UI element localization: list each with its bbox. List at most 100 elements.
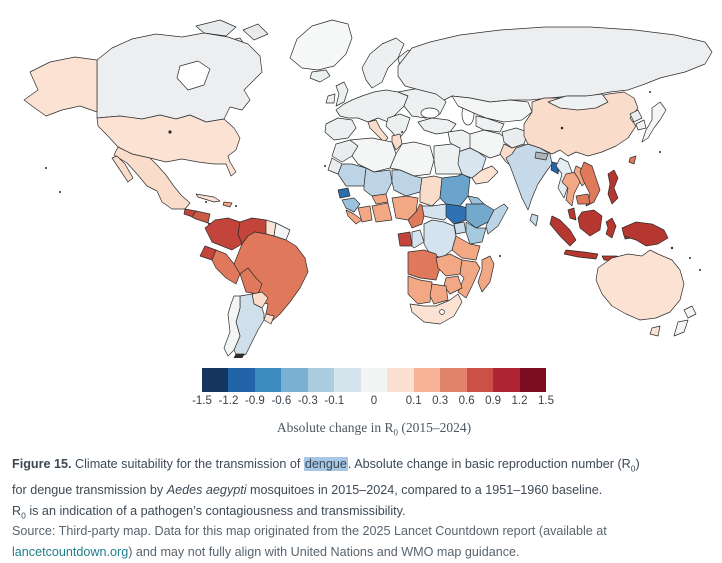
legend-tick: 0 <box>370 395 378 407</box>
tierra-del-fuego <box>233 353 245 358</box>
region-madagascar <box>477 255 495 293</box>
region-japan <box>641 101 667 143</box>
region-greenland <box>289 19 353 71</box>
legend-color-segment <box>334 368 361 392</box>
source-line-1: Source: Third-party map. Data for this m… <box>12 524 607 538</box>
species-name: Aedes aegypti <box>166 482 247 497</box>
region-botswana <box>429 283 449 305</box>
region-tasmania <box>649 325 661 337</box>
region-chad <box>419 175 443 207</box>
legend-tick: 0.6 <box>458 395 475 407</box>
region-new-zealand-south <box>673 319 689 337</box>
region-tunisia <box>391 133 403 151</box>
great-lakes <box>168 130 172 134</box>
region-iceland <box>309 69 331 83</box>
region-sierra-leone-liberia <box>345 209 363 225</box>
caption-text: R <box>12 503 22 518</box>
region-italy <box>367 119 389 143</box>
region-tanzania <box>451 235 481 261</box>
region-malay-peninsula <box>567 207 577 221</box>
legend-color-segment <box>387 368 414 392</box>
legend-tick: -1.5 <box>192 395 212 407</box>
region-cambodia <box>575 193 591 205</box>
region-chile <box>223 295 241 357</box>
region-colombia <box>204 217 243 251</box>
legend-color-segment <box>466 368 494 392</box>
region-ireland <box>325 93 336 104</box>
region-sudan <box>439 173 471 207</box>
region-cote-divoire <box>357 205 373 223</box>
legend-color-segment <box>307 368 335 392</box>
region-eritrea <box>467 195 485 205</box>
caption-text: for dengue transmission by <box>12 482 167 497</box>
region-honduras-nicaragua <box>191 210 211 224</box>
highlighted-term: dengue <box>303 457 348 471</box>
region-uruguay <box>263 313 275 325</box>
source-text: ) and may not fully align with United Na… <box>128 545 520 559</box>
legend-tick: 0.1 <box>405 395 422 407</box>
legend-tick: -0.6 <box>271 395 292 407</box>
source-note: Source: Third-party map. Data for this m… <box>12 521 714 563</box>
region-mongolia <box>547 93 609 111</box>
figure-caption: Figure 15. Climate suitability for the t… <box>12 454 714 526</box>
region-nepal <box>534 151 549 161</box>
legend-color-segment <box>254 368 282 392</box>
region-mozambique <box>457 259 481 299</box>
region-arctic-islands <box>195 19 237 37</box>
map-legend: -1.5 -1.2 -0.9 -0.6 -0.3 -0.1 0 0.1 0.3 0.6 0.9 1.2… <box>192 368 554 438</box>
region-angola <box>407 249 441 281</box>
region-iberia <box>324 117 357 141</box>
caption-text: mosquitoes in 2015–2024, compared to a 1… <box>246 482 603 497</box>
world-map <box>23 19 713 358</box>
region-bolivia <box>239 267 263 295</box>
caption-text: ) <box>635 457 640 471</box>
source-line-2: lancetcountdown.org) and may not fully a… <box>12 542 714 563</box>
region-alaska <box>23 56 98 117</box>
region-algeria <box>349 137 397 173</box>
lesotho <box>439 309 445 315</box>
caption-subscript: 0 <box>630 463 636 474</box>
region-sri-lanka <box>529 213 539 227</box>
region-taiwan <box>628 155 637 165</box>
legend-tick: 1.2 <box>511 395 528 407</box>
legend-tick: -1.2 <box>218 395 239 407</box>
region-egypt <box>433 143 463 175</box>
region-hispaniola <box>222 201 233 208</box>
legend-label-sub: 0 <box>393 427 398 438</box>
region-sumatra <box>549 215 577 247</box>
region-libya <box>389 141 435 177</box>
region-scandinavia <box>361 37 405 89</box>
legend-tick: 1.5 <box>538 395 554 407</box>
region-sulawesi <box>605 217 617 239</box>
legend-tick: -0.1 <box>324 395 345 407</box>
legend-color-segment <box>281 368 308 392</box>
legend-label-suffix: (2015–2024) <box>397 420 472 435</box>
legend-tick: -0.9 <box>245 395 265 407</box>
legend-color-segment <box>493 368 520 392</box>
world-map-area <box>0 6 722 358</box>
caption-line-3: R0 is an indication of a pathogen’s cont… <box>12 501 714 527</box>
region-new-zealand-north <box>683 305 697 319</box>
legend-tick: -0.3 <box>297 395 318 407</box>
region-arctic-islands <box>242 23 269 41</box>
legend-color-segment <box>360 368 388 392</box>
black-sea <box>420 107 440 119</box>
region-burkina-faso <box>371 193 389 205</box>
region-congo <box>411 229 425 249</box>
legend-color-segment <box>413 368 441 392</box>
legend-color-segment <box>202 368 229 392</box>
small-islands <box>45 91 701 271</box>
region-central-asia <box>475 115 505 133</box>
region-south-korea <box>635 119 647 131</box>
region-somalia <box>485 203 509 235</box>
source-link[interactable]: lancetcountdown.org <box>12 545 129 559</box>
legend-tick: 0.3 <box>432 395 449 407</box>
figure-number: Figure 15. <box>12 457 72 471</box>
legend-color-segment <box>519 368 547 392</box>
region-guinea <box>341 197 361 213</box>
region-mali <box>363 167 393 197</box>
region-south-africa <box>409 293 463 325</box>
region-turkey <box>417 117 457 135</box>
legend-bar <box>202 368 547 392</box>
region-kazakhstan <box>451 95 533 123</box>
